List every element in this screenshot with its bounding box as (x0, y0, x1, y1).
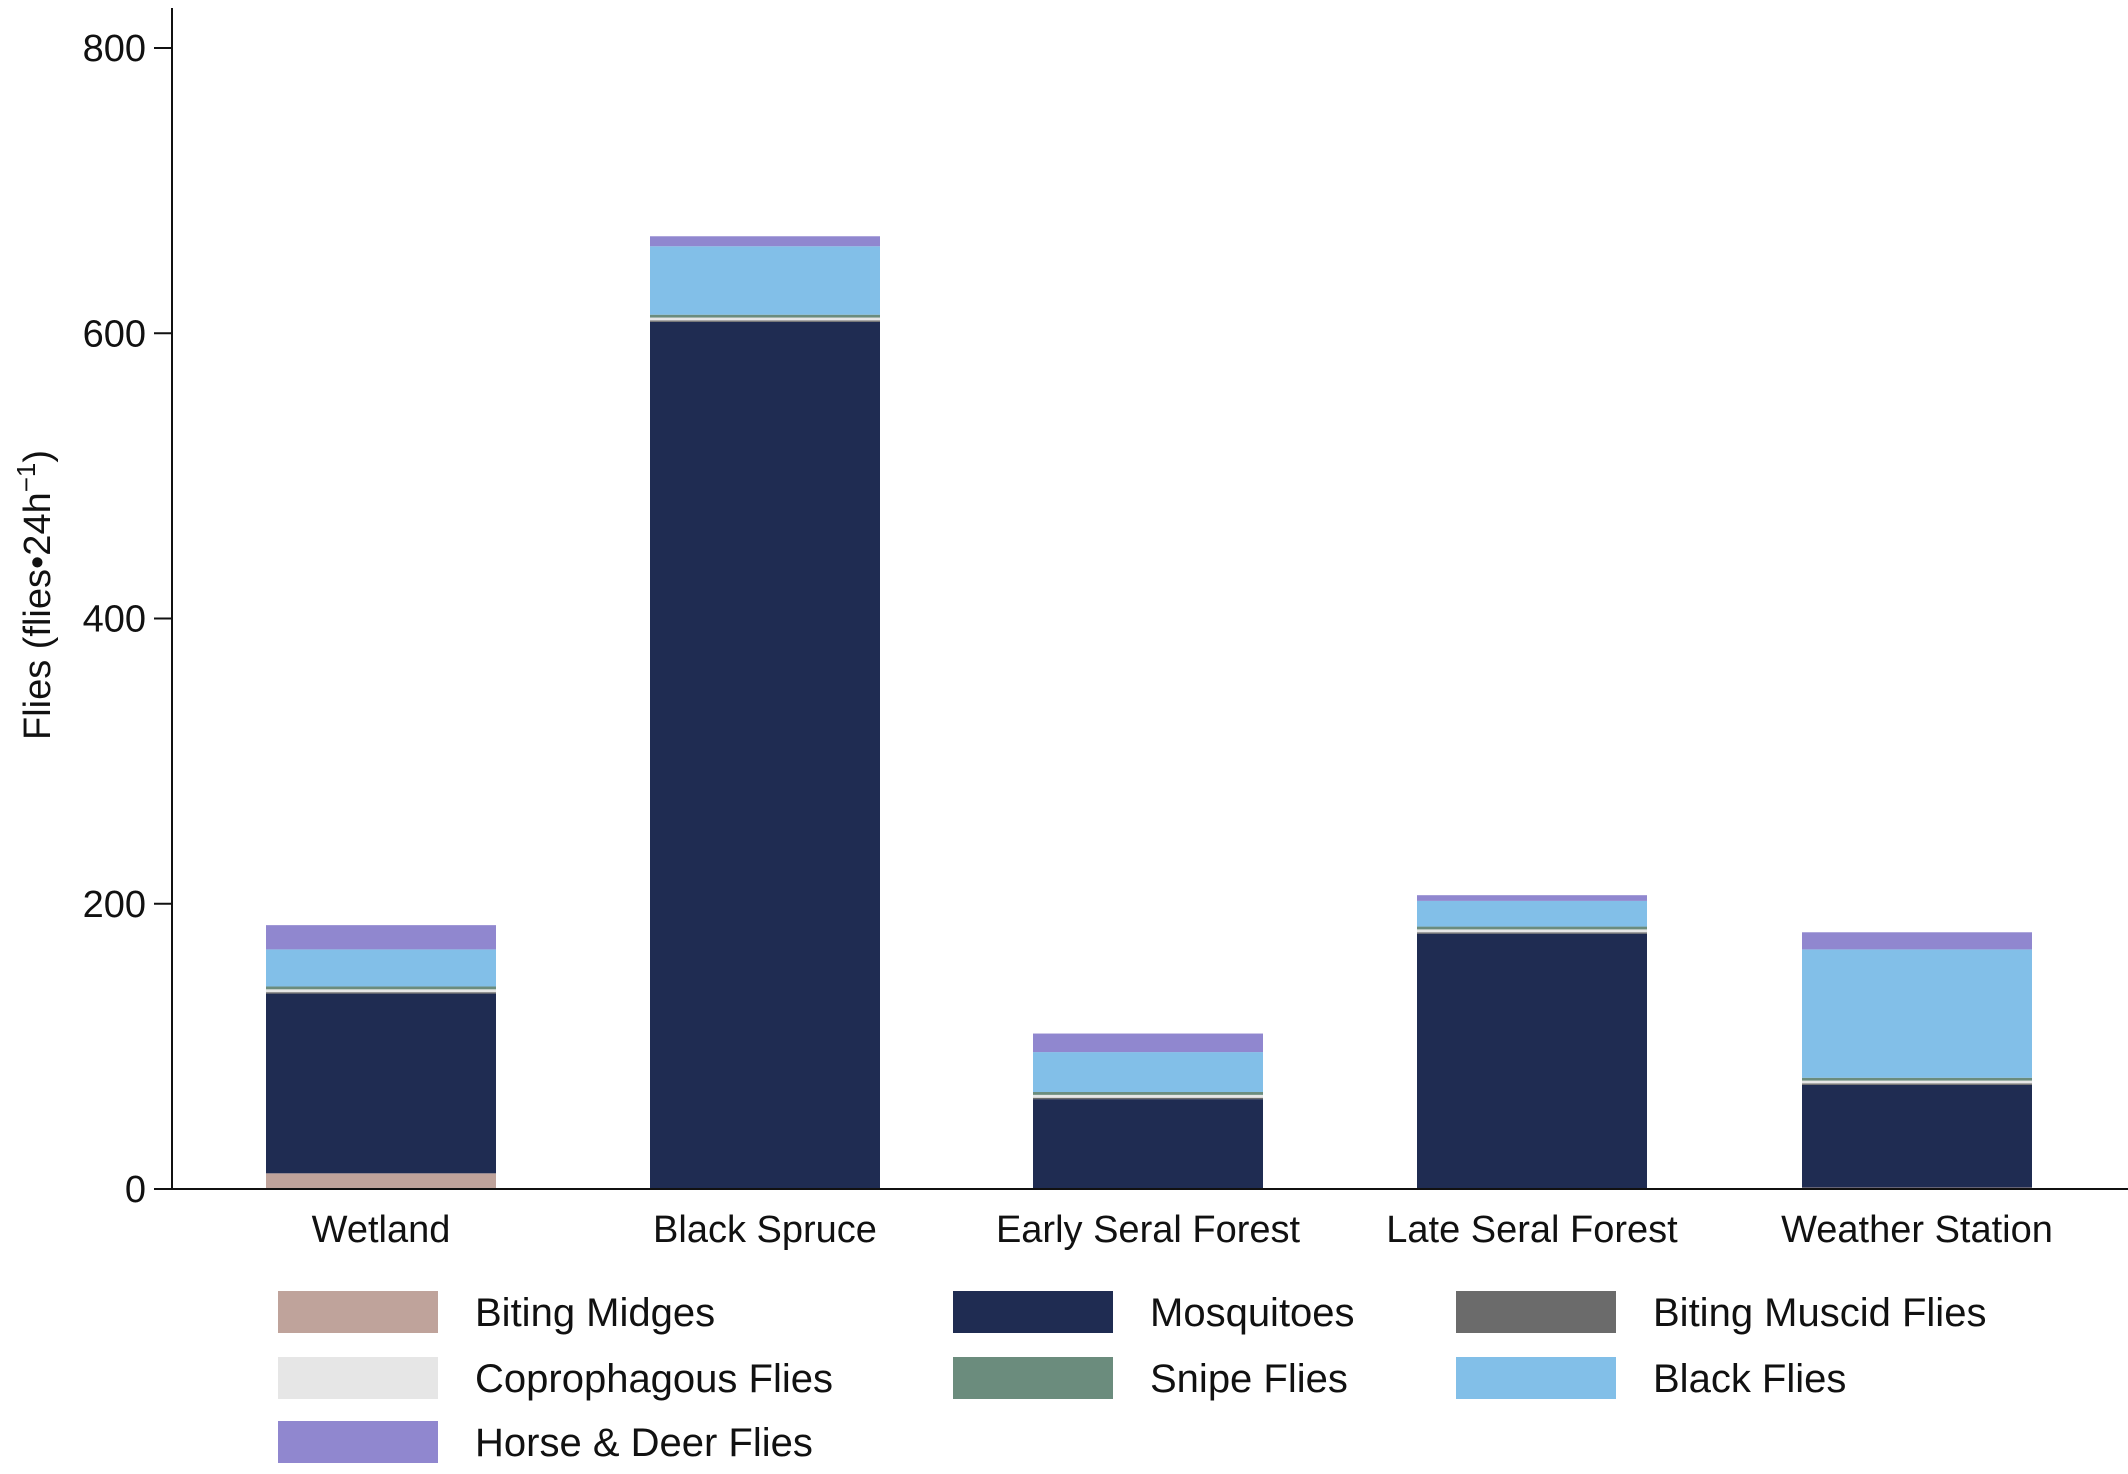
y-tick-label: 0 (125, 1169, 146, 1211)
legend-swatch (278, 1357, 438, 1399)
legend: Biting Midges Mosquitoes Biting Muscid Fli… (278, 1291, 1986, 1465)
y-tick-label: 400 (83, 599, 146, 641)
x-tick-label: Early Seral Forest (996, 1209, 1301, 1251)
bar-segment-coprophagous-flies (650, 317, 880, 321)
y-tick-label: 600 (83, 313, 146, 355)
bar-stack-early-seral-forest (1033, 1033, 1263, 1189)
bar-segment-biting-muscid-flies (650, 320, 880, 322)
y-axis-title-superscript: −1 (11, 463, 41, 493)
x-tick-label: Wetland (312, 1209, 451, 1251)
legend-item-biting-muscid-flies: Biting Muscid Flies (1456, 1291, 1986, 1335)
bar-segment-biting-muscid-flies (1802, 1083, 2032, 1085)
x-tick-labels: Wetland Black Spruce Early Seral Forest Lat… (312, 1209, 2053, 1251)
legend-label: Horse & Deer Flies (475, 1421, 813, 1465)
bar-segment-mosquitoes (1802, 1084, 2032, 1188)
bars-layer (266, 236, 2032, 1190)
bar-segment-mosquitoes (1033, 1099, 1263, 1189)
bar-segment-coprophagous-flies (1417, 929, 1647, 933)
legend-swatch (278, 1421, 438, 1463)
bar-segment-mosquitoes (650, 321, 880, 1190)
legend-item-biting-midges: Biting Midges (278, 1291, 715, 1335)
bar-stack-late-seral-forest (1417, 895, 1647, 1189)
y-tick-label: 200 (83, 884, 146, 926)
bar-segment-snipe-flies (1802, 1077, 2032, 1081)
legend-item-black-flies: Black Flies (1456, 1357, 1846, 1401)
legend-swatch (953, 1291, 1113, 1333)
legend-swatch (1456, 1291, 1616, 1333)
axes-layer: 0 200 400 600 800 Wetland Black Spruce Early S… (83, 8, 2128, 1251)
bar-segment-horse-and-deer-flies (650, 236, 880, 247)
bar-segment-biting-muscid-flies (1417, 932, 1647, 934)
bar-segment-horse-and-deer-flies (266, 925, 496, 950)
y-tick-label: 800 (83, 28, 146, 70)
legend-label: Snipe Flies (1150, 1357, 1348, 1401)
legend-label: Biting Midges (475, 1291, 715, 1335)
bar-segment-snipe-flies (650, 314, 880, 318)
bar-segment-biting-midges (266, 1173, 496, 1189)
legend-label: Coprophagous Flies (475, 1357, 833, 1401)
bar-segment-coprophagous-flies (1802, 1080, 2032, 1084)
legend-label: Black Flies (1653, 1357, 1846, 1401)
x-tick-label: Weather Station (1781, 1209, 2053, 1251)
y-axis-title: Flies (flies•24h−1) (11, 450, 59, 740)
legend-item-horse-and-deer-flies: Horse & Deer Flies (278, 1421, 813, 1465)
x-tick-label: Late Seral Forest (1386, 1209, 1678, 1251)
bar-segment-coprophagous-flies (266, 989, 496, 993)
legend-item-coprophagous-flies: Coprophagous Flies (278, 1357, 833, 1401)
bar-stack-wetland (266, 925, 496, 1189)
bar-stack-black-spruce (650, 236, 880, 1190)
y-axis-title-main: Flies (flies•24h (17, 492, 59, 740)
bar-segment-black-flies (266, 949, 496, 987)
y-ticks: 0 200 400 600 800 (83, 28, 172, 1211)
bar-segment-biting-muscid-flies (1033, 1097, 1263, 1100)
bar-segment-horse-and-deer-flies (1802, 932, 2032, 950)
bar-segment-black-flies (1802, 949, 2032, 1078)
legend-swatch (278, 1291, 438, 1333)
bar-segment-snipe-flies (266, 986, 496, 990)
legend-label: Biting Muscid Flies (1653, 1291, 1986, 1335)
x-tick-label: Black Spruce (653, 1209, 877, 1251)
legend-swatch (953, 1357, 1113, 1399)
bar-segment-black-flies (650, 246, 880, 315)
bar-segment-black-flies (1417, 900, 1647, 927)
bar-segment-horse-and-deer-flies (1033, 1033, 1263, 1053)
bar-segment-black-flies (1033, 1052, 1263, 1093)
legend-item-mosquitoes: Mosquitoes (953, 1291, 1355, 1335)
legend-swatch (1456, 1357, 1616, 1399)
bar-segment-snipe-flies (1033, 1092, 1263, 1095)
legend-item-snipe-flies: Snipe Flies (953, 1357, 1348, 1401)
bar-segment-horse-and-deer-flies (1417, 895, 1647, 901)
bar-segment-mosquitoes (1417, 933, 1647, 1189)
bar-segment-biting-muscid-flies (266, 992, 496, 994)
legend-label: Mosquitoes (1150, 1291, 1355, 1335)
bar-segment-mosquitoes (266, 993, 496, 1174)
bar-segment-snipe-flies (1417, 926, 1647, 930)
bar-segment-coprophagous-flies (1033, 1094, 1263, 1098)
bar-stack-weather-station (1802, 932, 2032, 1189)
y-axis-title-close: ) (17, 450, 59, 463)
